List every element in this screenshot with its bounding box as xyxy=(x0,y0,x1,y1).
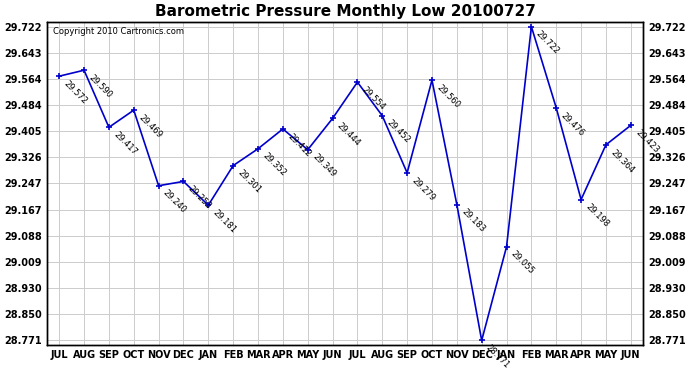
Text: 29.590: 29.590 xyxy=(87,73,114,100)
Text: 29.722: 29.722 xyxy=(534,30,561,56)
Text: 29.554: 29.554 xyxy=(360,85,387,112)
Text: 29.469: 29.469 xyxy=(137,113,164,140)
Text: 29.444: 29.444 xyxy=(335,121,362,148)
Text: 29.181: 29.181 xyxy=(211,208,238,235)
Text: 28.771: 28.771 xyxy=(484,343,511,370)
Text: 29.560: 29.560 xyxy=(435,83,462,110)
Text: 29.198: 29.198 xyxy=(584,202,611,229)
Text: 29.412: 29.412 xyxy=(286,132,313,159)
Text: 29.364: 29.364 xyxy=(609,148,635,174)
Text: 29.055: 29.055 xyxy=(509,249,536,276)
Text: 29.240: 29.240 xyxy=(161,189,188,215)
Text: 29.476: 29.476 xyxy=(559,111,586,138)
Text: 29.423: 29.423 xyxy=(633,128,660,155)
Text: 29.253: 29.253 xyxy=(186,184,213,211)
Text: 29.417: 29.417 xyxy=(112,130,139,157)
Text: Copyright 2010 Cartronics.com: Copyright 2010 Cartronics.com xyxy=(52,27,184,36)
Title: Barometric Pressure Monthly Low 20100727: Barometric Pressure Monthly Low 20100727 xyxy=(155,4,535,19)
Text: 29.349: 29.349 xyxy=(310,153,337,179)
Text: 29.452: 29.452 xyxy=(385,118,412,146)
Text: 29.352: 29.352 xyxy=(261,152,288,178)
Text: 29.279: 29.279 xyxy=(410,176,437,202)
Text: 29.183: 29.183 xyxy=(460,207,486,234)
Text: 29.301: 29.301 xyxy=(236,168,263,195)
Text: 29.572: 29.572 xyxy=(62,79,89,106)
